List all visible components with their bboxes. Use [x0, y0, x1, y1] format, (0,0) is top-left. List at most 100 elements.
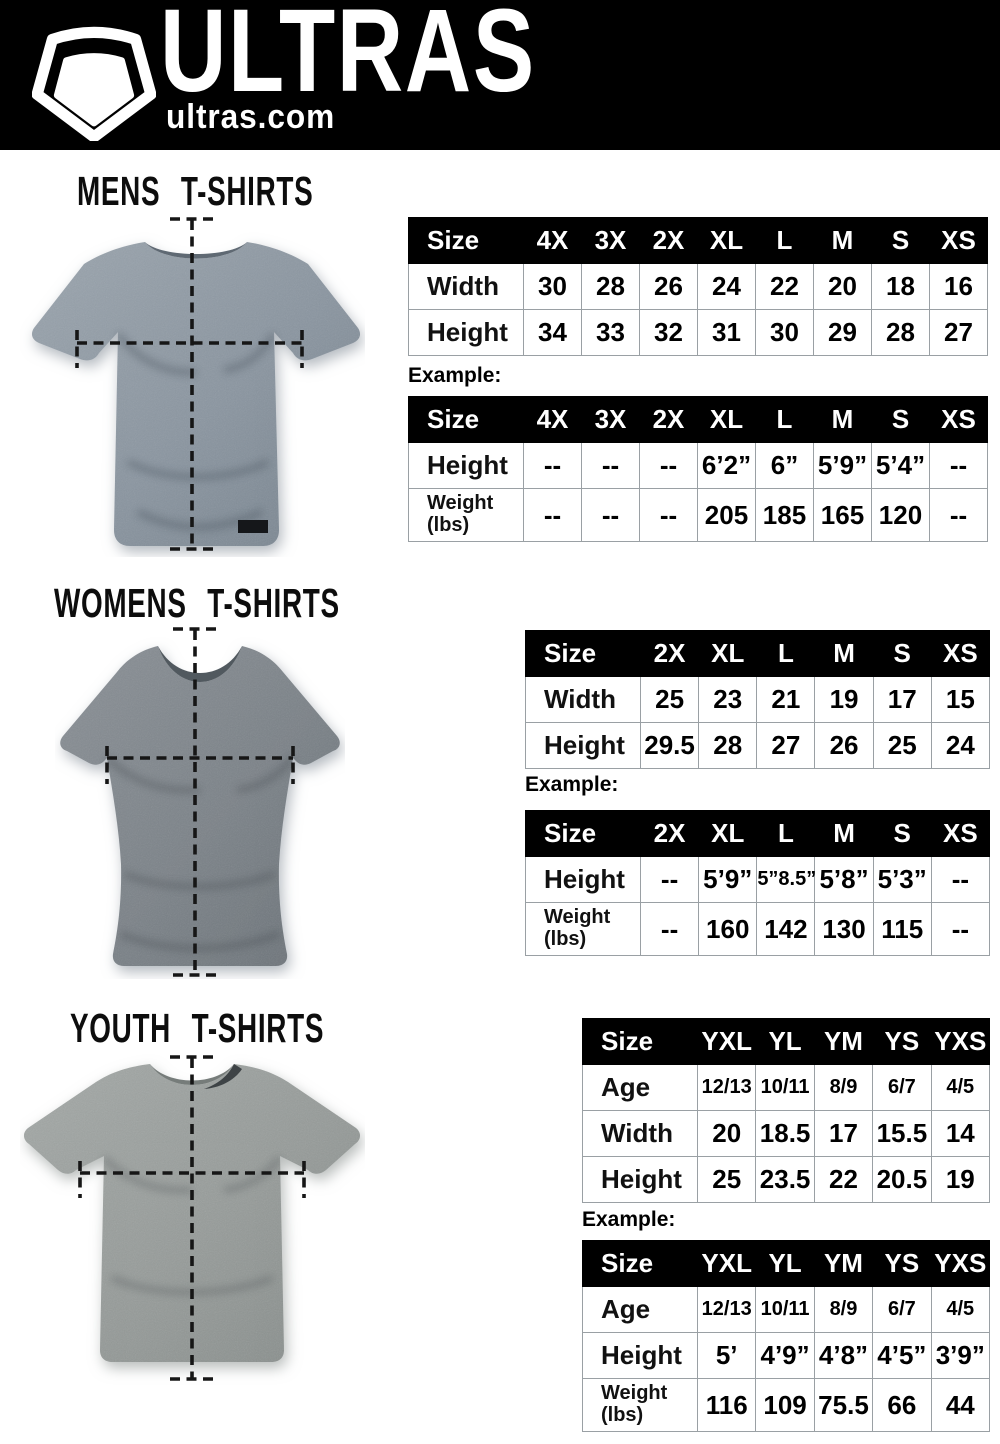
- youth-section-title: YOUTH T-SHIRTS: [70, 1005, 325, 1051]
- value-cell: 30: [523, 263, 582, 310]
- pentagon-shield-icon: [32, 26, 156, 141]
- measurement-row: Weight (lbs) -- -- -- 205 185 165 120 --: [408, 488, 988, 542]
- value-cell: 4’9”: [755, 1332, 815, 1379]
- value-cell: 5’9”: [813, 442, 872, 489]
- value-cell: 24: [930, 722, 991, 769]
- corner-header-cell: Size: [408, 396, 524, 443]
- value-cell: 32: [639, 309, 698, 356]
- value-cell: 28: [871, 309, 930, 356]
- mens-size-table: Size 4X 3X 2X XL L M S XS Width 30 28 26 24 22 20 18 16 He…: [408, 217, 988, 356]
- womens-size-table: Size 2X XL L M S XS Width 25 23 21 19 17 15 Height 29.5…: [525, 630, 991, 769]
- size-header-cell: XL: [697, 396, 756, 443]
- measurement-row: Age 12/13 10/11 8/9 6/7 4/5: [582, 1064, 991, 1111]
- size-header-cell: 3X: [581, 217, 640, 264]
- size-header-cell: M: [813, 217, 872, 264]
- size-header-cell: YXS: [930, 1018, 991, 1065]
- shirt-wrinkles: [115, 331, 277, 531]
- mens-shirt-photo: [31, 217, 361, 551]
- value-cell: 29.5: [639, 722, 700, 769]
- youth-shirt-photo: [23, 1055, 361, 1381]
- shirt-collar: [158, 646, 242, 682]
- value-cell: 6”: [755, 442, 814, 489]
- value-cell: 14: [930, 1110, 991, 1157]
- example-label: Example:: [525, 773, 619, 796]
- size-header-cell: XL: [698, 810, 758, 857]
- value-cell: 5”8.5”: [756, 856, 816, 903]
- row-label-subtext: (lbs): [601, 1404, 644, 1426]
- row-label-cell: Weight (lbs): [408, 488, 524, 542]
- size-header-cell: 2X: [639, 217, 698, 264]
- value-cell: 20.5: [872, 1156, 932, 1203]
- value-cell: 22: [813, 1156, 874, 1203]
- value-cell: 4’5”: [872, 1332, 932, 1379]
- value-cell: --: [639, 902, 700, 956]
- size-header-cell: YS: [872, 1018, 932, 1065]
- measurement-lines: [78, 1055, 306, 1381]
- womens-shirt-photo: [60, 627, 340, 977]
- value-cell: 116: [696, 1378, 757, 1432]
- value-cell: --: [929, 442, 988, 489]
- measurement-row: Height 34 33 32 31 30 29 28 27: [408, 309, 988, 356]
- corner-header-cell: Size: [408, 217, 524, 264]
- shirt-wrinkles: [104, 755, 296, 952]
- value-cell: 5’8”: [814, 856, 874, 903]
- size-header-cell: YL: [755, 1240, 815, 1287]
- example-label: Example:: [582, 1208, 676, 1231]
- row-label-cell: Width: [582, 1110, 698, 1157]
- size-header-cell: YXS: [930, 1240, 991, 1287]
- value-cell: 31: [697, 309, 756, 356]
- value-cell: --: [523, 442, 582, 489]
- value-cell: 75.5: [813, 1378, 874, 1432]
- value-cell: 8/9: [813, 1286, 874, 1333]
- value-cell: 3’9”: [930, 1332, 991, 1379]
- value-cell: 205: [697, 488, 756, 542]
- value-cell: 6/7: [872, 1286, 932, 1333]
- value-cell: 4’8”: [813, 1332, 874, 1379]
- size-header-cell: YXL: [696, 1240, 757, 1287]
- size-header-row: Size 4X 3X 2X XL L M S XS: [408, 217, 988, 264]
- row-label-cell: Weight (lbs): [525, 902, 641, 956]
- size-header-cell: 4X: [523, 396, 582, 443]
- row-label-cell: Width: [525, 676, 641, 723]
- size-header-cell: XL: [697, 217, 756, 264]
- value-cell: --: [639, 442, 698, 489]
- size-header-row: Size 2X XL L M S XS: [525, 630, 991, 677]
- value-cell: 109: [755, 1378, 815, 1432]
- row-label-cell: Height: [408, 309, 524, 356]
- measurement-row: Weight (lbs) -- 160 142 130 115 --: [525, 902, 991, 956]
- womens-example-table: Size 2X XL L M S XS Height -- 5’9” 5”8.5” 5’8” 5’3” -…: [525, 810, 991, 956]
- row-label-cell: Height: [582, 1156, 698, 1203]
- row-label-cell: Height: [525, 856, 641, 903]
- value-cell: 66: [872, 1378, 932, 1432]
- value-cell: 22: [755, 263, 814, 310]
- measurement-row: Height 29.5 28 27 26 25 24: [525, 722, 991, 769]
- size-header-cell: S: [872, 630, 932, 677]
- value-cell: 29: [813, 309, 872, 356]
- value-cell: 5’9”: [698, 856, 758, 903]
- value-cell: 18: [871, 263, 930, 310]
- hem-tag: [238, 520, 268, 533]
- value-cell: 142: [756, 902, 816, 956]
- collar-opening: [204, 1064, 242, 1089]
- value-cell: 30: [755, 309, 814, 356]
- row-label-cell: Weight (lbs): [582, 1378, 698, 1432]
- womens-section-title: WOMENS T-SHIRTS: [54, 580, 340, 626]
- example-label: Example:: [408, 364, 502, 387]
- value-cell: --: [930, 902, 991, 956]
- value-cell: 160: [698, 902, 758, 956]
- value-cell: 15: [930, 676, 991, 723]
- measurement-row: Width 25 23 21 19 17 15: [525, 676, 991, 723]
- value-cell: 25: [639, 676, 700, 723]
- value-cell: 17: [872, 676, 932, 723]
- row-label-cell: Height: [582, 1332, 698, 1379]
- size-header-row: Size 2X XL L M S XS: [525, 810, 991, 857]
- value-cell: 12/13: [696, 1286, 757, 1333]
- size-header-cell: 2X: [639, 810, 700, 857]
- value-cell: --: [639, 856, 700, 903]
- youth-example-table: Size YXL YL YM YS YXS Age 12/13 10/11 8/9 6/7 4/5 He…: [582, 1240, 991, 1432]
- value-cell: --: [930, 856, 991, 903]
- size-header-cell: XS: [930, 630, 991, 677]
- measurement-lines: [105, 627, 295, 977]
- size-header-cell: S: [872, 810, 932, 857]
